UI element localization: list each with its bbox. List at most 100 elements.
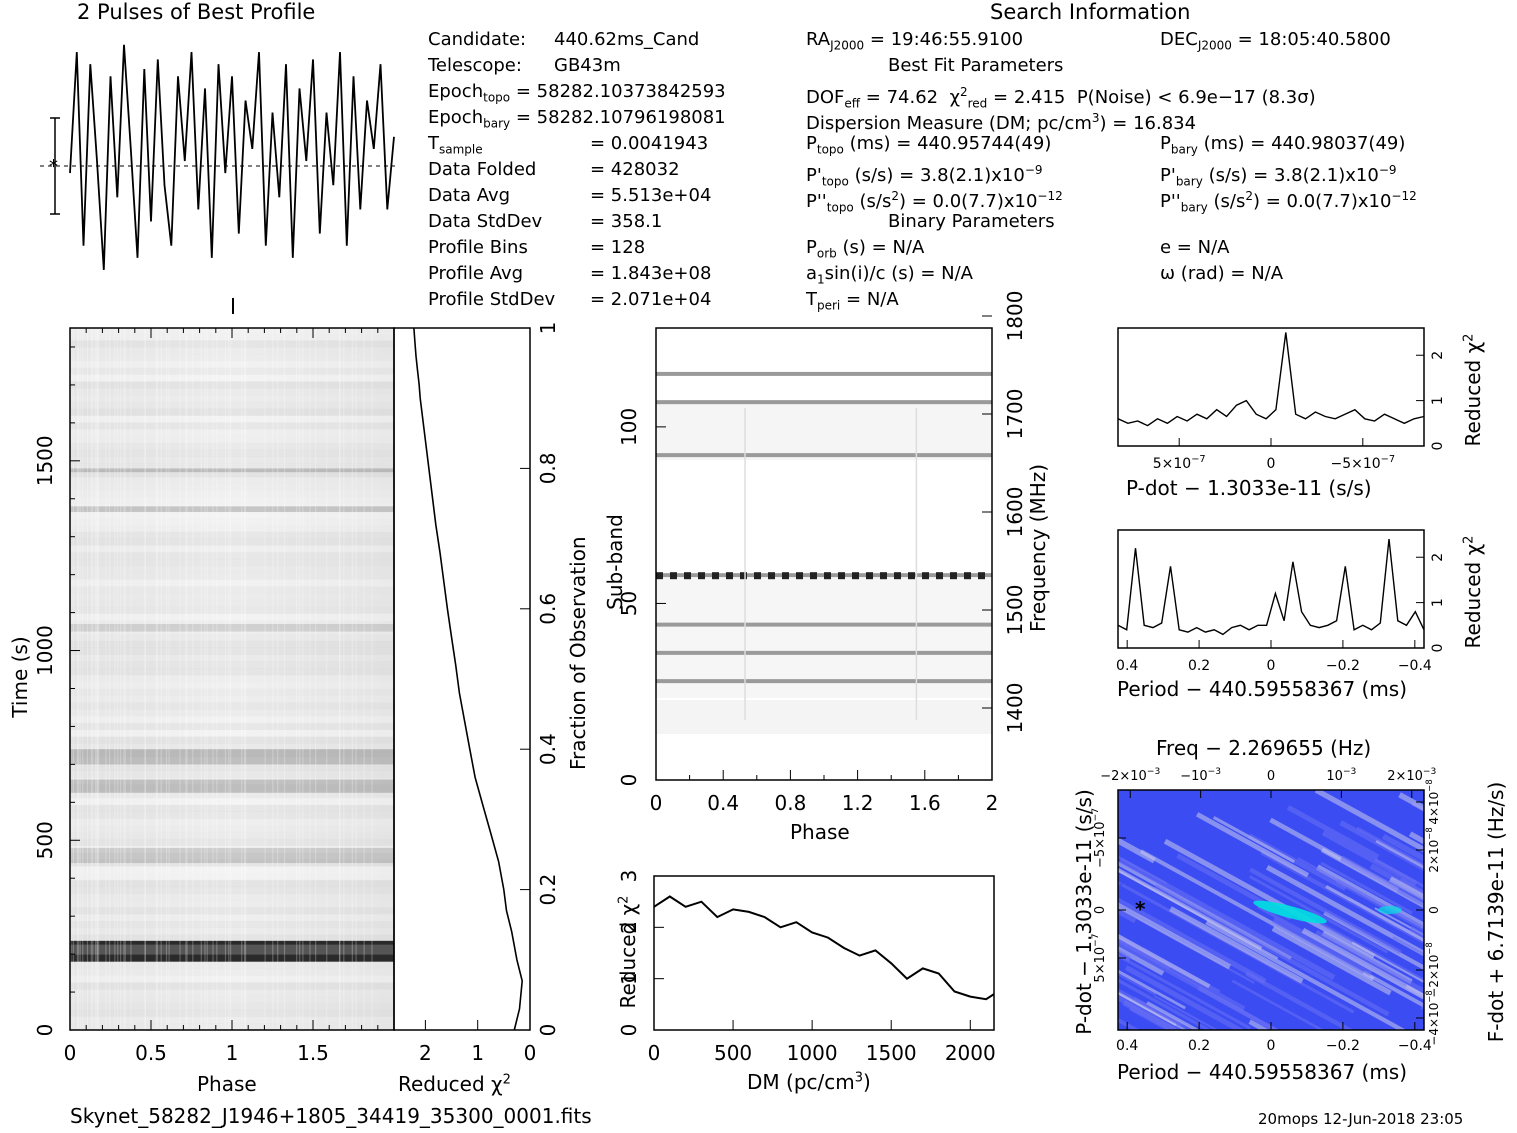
map-peak (1253, 900, 1327, 924)
time-band (70, 435, 394, 444)
phase-streak (120, 328, 122, 1030)
pddot-bary-line: P''bary (s/s2) = 0.0(7.7)x10−12 (1160, 189, 1417, 215)
chi-fraction-ticks: 2 1 0 0 0.2 0.4 0.6 0.8 1 (419, 322, 560, 1065)
subband-rfi-segment (978, 572, 985, 580)
y-tick-label: 0 (617, 1024, 641, 1037)
y-tick-label: 5×10−7 (1091, 933, 1108, 982)
map-stripe (1118, 933, 1211, 989)
y-tick-label: 50 (617, 591, 641, 616)
y-tick-label: 0 (1093, 906, 1108, 914)
x-tick-label: 0 (1267, 658, 1276, 674)
x-tick-label: 0.4 (1116, 658, 1138, 674)
phase-streak (108, 328, 111, 1030)
y-tick-label: 0.4 (536, 733, 560, 765)
time-band (70, 695, 394, 703)
phase-streak (70, 328, 72, 1030)
epoch-topo: Epochtopo = 58282.10373842593 (428, 81, 726, 105)
period-pdot-map: * 0.4 0.2 0 −0.2 −0.4 −2×10−3 −10−3 0 10−3 2×10−3… (975, 767, 1441, 1054)
y2-tick-label: −4×10−8 (1424, 990, 1441, 1045)
binary-title: Binary Parameters (888, 211, 1055, 232)
phase-streak (204, 328, 206, 1030)
ecc-line: e = N/A (1160, 237, 1230, 258)
time-band (70, 599, 394, 608)
map-stripe (1139, 849, 1375, 981)
phase-streak (363, 328, 365, 1030)
map-stripe (1118, 936, 1246, 1012)
map-stripe (1231, 979, 1325, 1030)
x-tick-label: 0.8 (774, 791, 806, 815)
pulse-profile-plot: * (40, 44, 395, 314)
map-stripe (1118, 897, 1267, 984)
time-band (70, 770, 394, 778)
dof-line: DOFeff = 74.62 χ2red = 2.415 P(Noise) < … (806, 85, 1316, 111)
time-band (70, 818, 394, 826)
x2-tick-label: 0 (1267, 769, 1275, 784)
x-tick-label: 0.4 (707, 791, 739, 815)
profile-stddev-label: Profile StdDev (428, 289, 556, 310)
subband-rfi-segment (712, 572, 719, 580)
subband-rfi-segment (852, 572, 859, 580)
phase-streak (351, 328, 353, 1030)
y-tick-label: 0 (1430, 644, 1446, 653)
time-band (70, 1009, 394, 1017)
y-tick-label: 1 (1430, 598, 1446, 607)
omega-line: ω (rad) = N/A (1160, 263, 1284, 284)
subband-rfi-segment (964, 572, 971, 580)
time-band (70, 995, 394, 1004)
time-phase-bands (70, 328, 394, 1030)
phase-streak (72, 328, 74, 1030)
profile-bins-label: Profile Bins (428, 237, 528, 258)
time-band (70, 784, 394, 792)
phase-streak (185, 328, 187, 1030)
phase-streak (206, 328, 208, 1030)
time-band (70, 743, 394, 751)
map-stripe (975, 877, 1079, 934)
subband-line (656, 679, 992, 684)
x-tick-label: 0 (648, 1041, 661, 1065)
subband-shade-low (656, 700, 992, 734)
x-tick-label: 2000 (945, 1041, 996, 1065)
search-title: Search Information (990, 0, 1191, 24)
time-band (70, 449, 394, 457)
time-band (70, 927, 394, 935)
x-tick-label: 0.2 (1188, 658, 1210, 674)
period-ylabel: Reduced χ2 (1461, 535, 1485, 649)
map-stripe (1118, 990, 1177, 1027)
time-band (70, 627, 394, 635)
time-band (70, 681, 394, 689)
phase-streak (168, 328, 170, 1030)
x-tick-label: 0.4 (1116, 1038, 1138, 1054)
time-band (70, 811, 394, 819)
map-stripe (1154, 884, 1390, 1017)
phase-streak (105, 328, 107, 1030)
x-tick-label: −5×10−7 (1330, 454, 1395, 472)
phase-streak (315, 328, 317, 1030)
phase-streak (95, 328, 97, 1030)
map-stripe (1375, 839, 1424, 870)
data-avg-label: Data Avg (428, 185, 511, 206)
phase-streak (117, 328, 119, 1030)
time-band (70, 442, 394, 450)
y-tick-label: 3 (617, 870, 641, 883)
phase-streak (165, 328, 168, 1030)
map-stripe (1381, 833, 1424, 863)
y-tick-label: 0 (536, 1024, 560, 1037)
time-band (70, 859, 394, 867)
period-line (1117, 539, 1425, 636)
pdot-topo-line: P'topo (s/s) = 3.8(2.1)x10−9 (806, 163, 1043, 189)
phase-streak (244, 328, 246, 1030)
tperi-line: Tperi = N/A (806, 289, 899, 313)
map-stripe (1315, 864, 1424, 930)
subband-ticks: 0 0.4 0.8 1.2 1.6 2 0 50 100 1400 1500 1600 1700 1800 (617, 291, 1027, 815)
data-stddev-label: Data StdDev (428, 211, 543, 232)
time-band (70, 469, 394, 478)
x-tick-label: 1.2 (842, 791, 874, 815)
time-band (70, 387, 394, 396)
phase-streak (241, 328, 243, 1030)
time-band (70, 667, 394, 676)
profile-avg-label: Profile Avg (428, 263, 524, 284)
dm-ylabel: Reduced χ2 (616, 895, 640, 1009)
time-band (70, 565, 394, 573)
phase-streak (114, 328, 116, 1030)
